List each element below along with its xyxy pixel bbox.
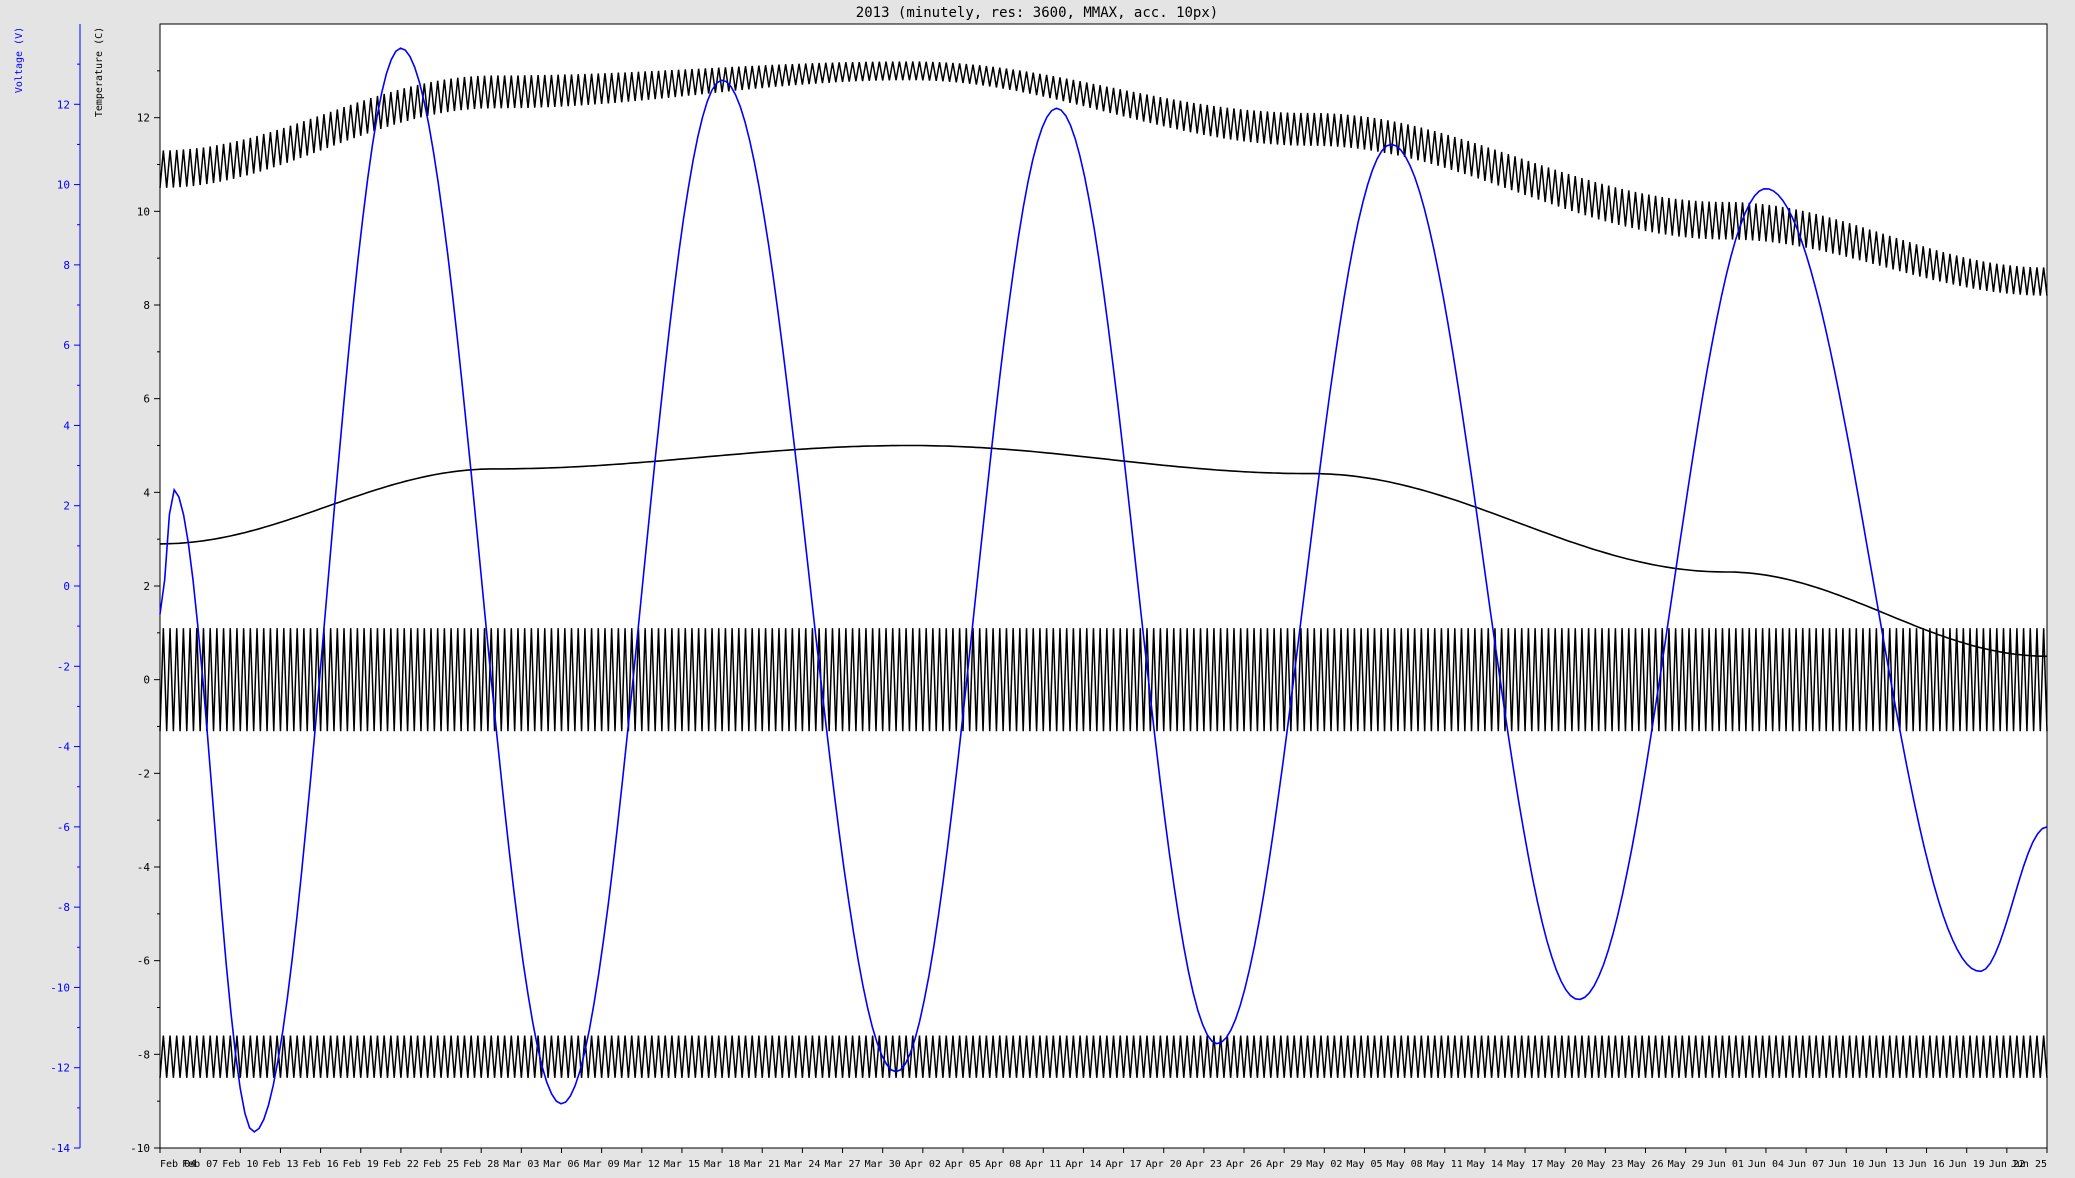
x-tick-label: Jun 19 <box>1949 1159 1985 1170</box>
x-tick-label: Apr 23 <box>1186 1159 1222 1170</box>
voltage-tick-label: 6 <box>63 339 70 352</box>
x-tick-label: Jun 13 <box>1868 1159 1904 1170</box>
voltage-tick-label: -2 <box>57 660 70 673</box>
series-2-band <box>159 61 2048 296</box>
temperature-tick-label: 0 <box>143 674 150 687</box>
voltage-tick-label: -8 <box>57 901 70 914</box>
voltage-tick-label: -10 <box>50 981 70 994</box>
voltage-axis-label: Voltage (V) <box>14 27 25 93</box>
x-tick-label: Mar 09 <box>584 1159 620 1170</box>
voltage-tick-label: 12 <box>57 98 70 111</box>
x-tick-label: Mar 12 <box>624 1159 660 1170</box>
x-tick-label: Feb 16 <box>303 1159 339 1170</box>
plot-area <box>159 23 2048 1149</box>
x-tick-label: Jun 01 <box>1708 1159 1744 1170</box>
temperature-tick-label: 10 <box>137 205 150 218</box>
x-tick-label: May 29 <box>1668 1159 1704 1170</box>
x-tick-label: Apr 20 <box>1146 1159 1182 1170</box>
series-1-line <box>159 444 2048 658</box>
x-tick-label: Apr 26 <box>1226 1159 1262 1170</box>
temperature-tick-label: 12 <box>137 112 150 125</box>
series-4-band <box>159 1035 2048 1078</box>
x-tick-label: Jun 10 <box>1828 1159 1864 1170</box>
voltage-tick-label: 10 <box>57 179 70 192</box>
x-tick-label: May 23 <box>1587 1159 1623 1170</box>
x-tick-label: May 20 <box>1547 1159 1583 1170</box>
x-tick-label: May 02 <box>1306 1159 1342 1170</box>
x-tick-label: Apr 05 <box>945 1159 981 1170</box>
x-tick-label: Apr 02 <box>905 1159 941 1170</box>
x-tick-label: Feb 25 <box>423 1159 459 1170</box>
x-tick-label: Apr 11 <box>1025 1159 1061 1170</box>
temperature-tick-label: -6 <box>137 955 150 968</box>
x-tick-label: Apr 29 <box>1266 1159 1302 1170</box>
temperature-tick-label: 2 <box>143 580 150 593</box>
x-tick-label: Mar 27 <box>824 1159 860 1170</box>
x-tick-label: Feb 19 <box>343 1159 379 1170</box>
x-tick-label: Mar 06 <box>543 1159 579 1170</box>
x-tick-label: Apr 08 <box>985 1159 1021 1170</box>
x-tick-label: Feb 10 <box>222 1159 258 1170</box>
series-layer <box>159 47 2048 1133</box>
x-tick-label: May 26 <box>1627 1159 1663 1170</box>
x-tick-label: Mar 21 <box>744 1159 780 1170</box>
temperature-tick-label: -2 <box>137 767 150 780</box>
voltage-tick-label: -6 <box>57 821 70 834</box>
temperature-tick-label: -10 <box>130 1142 150 1155</box>
temperature-tick-label: 8 <box>143 299 150 312</box>
x-tick-label: Feb 04 <box>160 1159 196 1170</box>
voltage-tick-label: -4 <box>57 741 71 754</box>
x-tick-label: May 11 <box>1427 1159 1463 1170</box>
x-tick-label: Jun 16 <box>1908 1159 1944 1170</box>
x-tick-label: Feb 22 <box>383 1159 419 1170</box>
temperature-tick-label: -8 <box>137 1048 150 1061</box>
x-tick-label: Jun 25 <box>2011 1159 2047 1170</box>
x-tick-label: Mar 03 <box>503 1159 539 1170</box>
axes: -14 -12 -10 -8 -6 -4 -2 0 2 4 6 8 10 12 -10 -8 -6 -4 -2 0 2 4… <box>50 24 2048 1170</box>
temperature-tick-label: -4 <box>137 861 151 874</box>
temperature-axis-label: Temperature (C) <box>94 27 105 117</box>
series-3-band <box>159 628 2048 732</box>
x-tick-label: May 14 <box>1467 1159 1503 1170</box>
x-tick-label: Jun 22 <box>1989 1159 2025 1170</box>
x-tick-label: Jun 04 <box>1748 1159 1784 1170</box>
voltage-tick-label: 4 <box>63 419 70 432</box>
x-tick-label: Feb 13 <box>262 1159 298 1170</box>
x-tick-label: Mar 15 <box>664 1159 700 1170</box>
x-tick-label: Mar 18 <box>704 1159 740 1170</box>
x-tick-label: Mar 24 <box>784 1159 820 1170</box>
x-tick-label: Mar 30 <box>865 1159 901 1170</box>
voltage-tick-label: 0 <box>63 580 70 593</box>
temperature-tick-label: 4 <box>143 486 150 499</box>
x-tick-label: May 05 <box>1346 1159 1382 1170</box>
voltage-tick-label: 8 <box>63 259 70 272</box>
voltage-tick-label: 2 <box>63 500 70 513</box>
chart-title: 2013 (minutely, res: 3600, MMAX, acc. 10… <box>856 5 1218 21</box>
x-tick-label: Feb 07 <box>182 1159 218 1170</box>
x-tick-label: May 08 <box>1387 1159 1423 1170</box>
x-tick-label: May 17 <box>1507 1159 1543 1170</box>
series-0-line <box>159 47 2048 1133</box>
voltage-tick-label: -14 <box>50 1142 70 1155</box>
x-tick-label: Apr 17 <box>1106 1159 1142 1170</box>
voltage-tick-label: -12 <box>50 1062 70 1075</box>
temperature-tick-label: 6 <box>143 393 150 406</box>
x-tick-label: Jun 07 <box>1788 1159 1824 1170</box>
x-tick-label: Apr 14 <box>1065 1159 1101 1170</box>
x-tick-label: Feb 28 <box>463 1159 499 1170</box>
